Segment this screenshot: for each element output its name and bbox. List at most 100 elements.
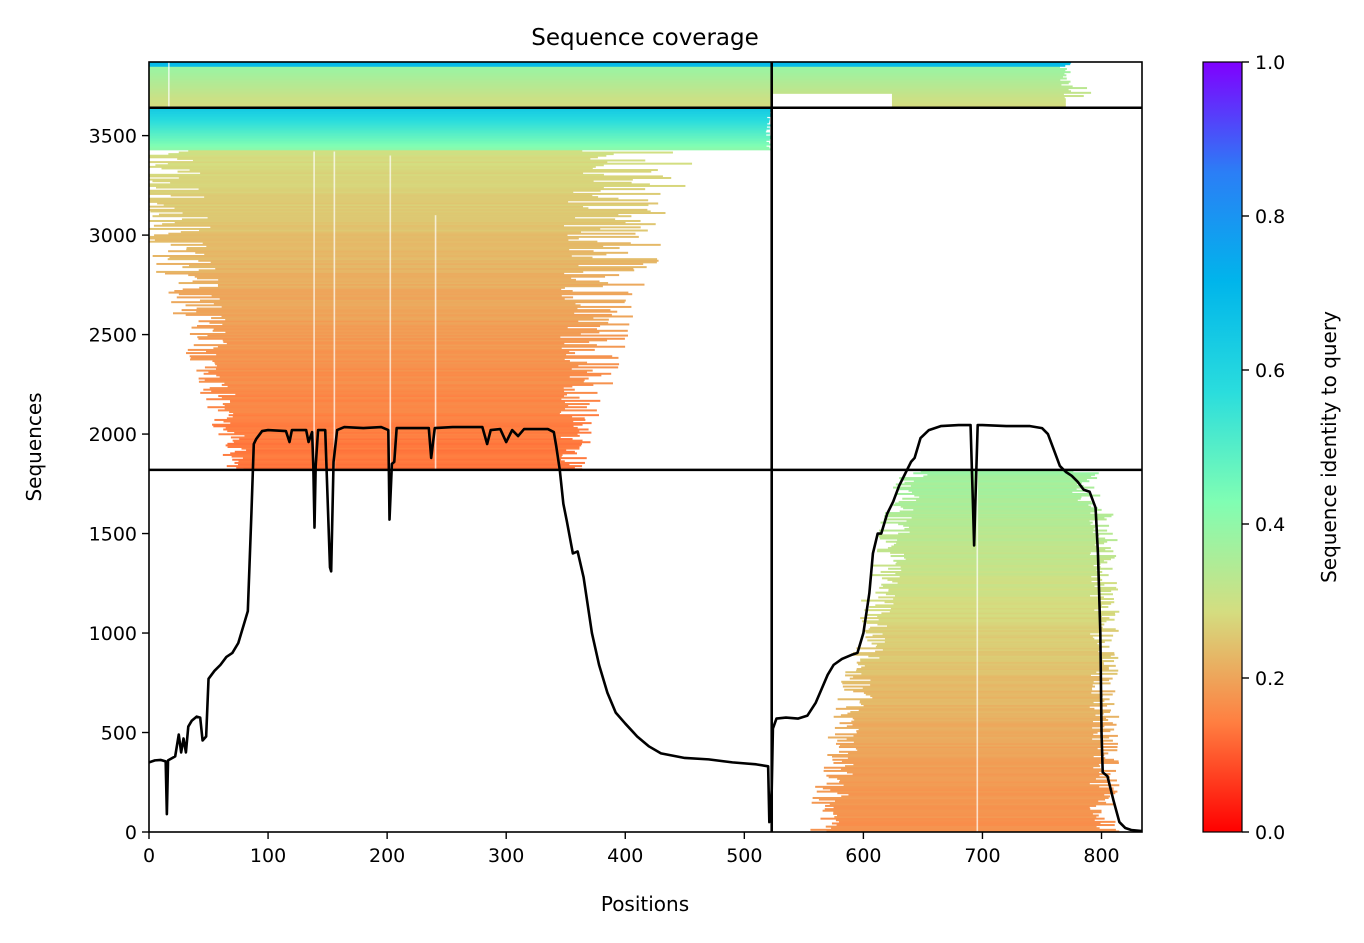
msa-row [856, 661, 1104, 664]
y-tick-label: 1000 [89, 623, 137, 645]
msa-row [149, 138, 770, 141]
x-tick-label: 500 [726, 845, 762, 867]
msa-row [210, 261, 657, 264]
msa-row [772, 82, 1069, 85]
msa-row [772, 69, 1066, 72]
msa-row [188, 149, 583, 152]
msa-row [851, 720, 1094, 723]
msa-row [877, 644, 1100, 647]
msa-row [897, 539, 1118, 542]
msa-row [149, 130, 766, 133]
msa-row [190, 356, 619, 359]
msa-row [161, 167, 593, 170]
msa-row [885, 513, 1114, 516]
msa-row [878, 596, 1104, 599]
msa-row [233, 441, 591, 444]
coverage-line [149, 423, 1142, 832]
msa-row [218, 278, 576, 281]
msa-row [196, 369, 593, 372]
msa-row [839, 781, 1111, 784]
msa-row [149, 184, 686, 187]
y-tick-label: 500 [101, 723, 137, 745]
msa-row [847, 712, 1104, 715]
x-tick-label: 400 [607, 845, 643, 867]
msa-row [174, 221, 626, 224]
msa-row [225, 444, 582, 447]
msa-row [150, 210, 651, 213]
msa-row [884, 637, 1095, 640]
msa-row [904, 553, 1090, 556]
msa-row [208, 371, 588, 374]
msa-row [830, 789, 1114, 792]
msa-row [200, 172, 584, 175]
msa-row [870, 695, 1103, 698]
msa-row [188, 274, 620, 277]
msa-row [875, 645, 1110, 648]
msa-row [216, 368, 572, 370]
msa-row [898, 532, 1113, 535]
msa-row [217, 285, 603, 288]
msa-row [149, 199, 649, 202]
msa-row [225, 318, 609, 321]
msa-row [822, 787, 1114, 790]
msa-row [835, 707, 1095, 710]
msa-row [174, 290, 573, 293]
msa-row [189, 169, 658, 172]
msa-row [885, 540, 1108, 543]
msa-row [879, 586, 1117, 589]
msa-row [149, 87, 772, 90]
msa-row [149, 110, 772, 113]
msa-row [149, 80, 772, 83]
msa-row [834, 726, 1093, 729]
msa-row [149, 111, 771, 114]
msa-row [149, 191, 574, 194]
colorbar-axis: 0.0 0.2 0.4 0.6 0.8 1.0 [1242, 52, 1285, 844]
msa-row [149, 127, 770, 130]
msa-row [893, 486, 1095, 489]
alignment-gap [168, 62, 170, 108]
msa-row [149, 137, 772, 140]
msa-row [870, 626, 1103, 629]
msa-row [231, 455, 562, 458]
msa-row [149, 146, 770, 149]
msa-row [852, 723, 1117, 726]
msa-row [199, 229, 648, 232]
msa-row [238, 463, 570, 466]
msa-row [871, 642, 1098, 645]
msa-row [168, 291, 629, 294]
msa-row [182, 266, 647, 269]
msa-row [875, 650, 1099, 653]
msa-row [772, 71, 1071, 74]
msa-row [149, 156, 598, 159]
msa-row [214, 361, 588, 364]
msa-row [163, 204, 649, 207]
alignment-gap [313, 151, 315, 470]
msa-row [149, 197, 619, 200]
msa-row [870, 683, 1093, 686]
msa-row [822, 809, 1102, 812]
msa-row [835, 819, 1095, 822]
msa-row [178, 151, 673, 154]
msa-row [891, 104, 1066, 107]
msa-row [149, 63, 772, 66]
msa-row [149, 79, 772, 82]
msa-row [149, 175, 663, 178]
msa-row [891, 93, 1064, 96]
msa-row [217, 283, 645, 286]
msa-row [223, 340, 590, 343]
msa-row [167, 162, 693, 165]
msa-row [854, 718, 1109, 721]
msa-row [832, 755, 1094, 758]
msa-row [227, 442, 583, 445]
msa-row [853, 741, 1104, 744]
msa-row [837, 814, 1099, 817]
msa-row [214, 418, 586, 421]
msa-row [859, 699, 1105, 702]
msa-row [846, 706, 1090, 709]
msa-row [182, 288, 562, 291]
msa-row [230, 401, 565, 404]
msa-row [880, 521, 1093, 524]
msa-row [831, 827, 1100, 830]
msa-row [772, 66, 1060, 69]
msa-row [149, 88, 772, 91]
